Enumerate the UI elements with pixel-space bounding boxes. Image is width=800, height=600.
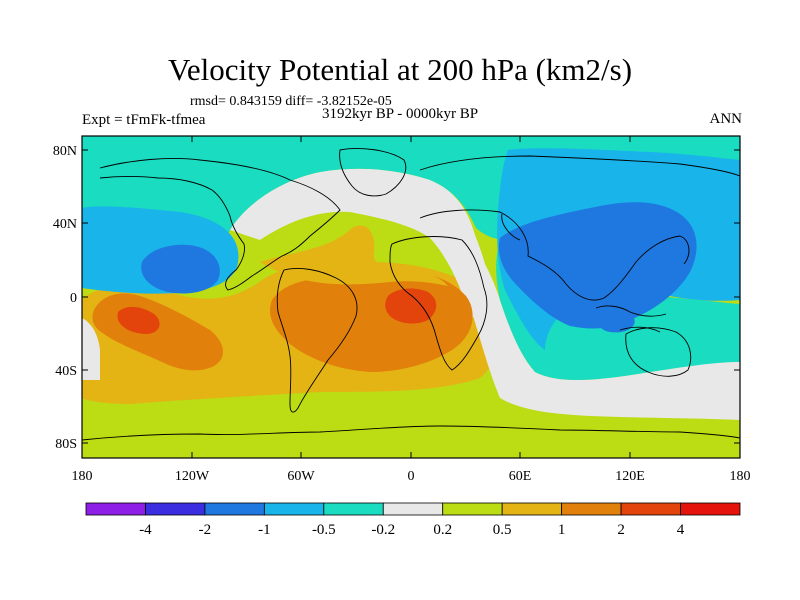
lat-label-40s: 40S bbox=[55, 364, 77, 379]
lon-label-180w: 180 bbox=[72, 469, 93, 484]
contour-blue-spot bbox=[597, 308, 635, 333]
colorbar-label: -0.5 bbox=[312, 522, 336, 538]
lat-label-40n: 40N bbox=[53, 217, 77, 232]
lon-label-120w: 120W bbox=[175, 469, 210, 484]
colorbar-box bbox=[442, 502, 503, 516]
colorbar-box bbox=[85, 502, 146, 516]
contour-gray-diagonal bbox=[446, 232, 740, 420]
colorbar-box bbox=[263, 502, 325, 516]
colorbar bbox=[85, 502, 741, 516]
lon-label-0: 0 bbox=[408, 469, 415, 484]
stats-label: rmsd= 0.843159 diff= -3.82152e-05 bbox=[190, 94, 392, 109]
colorbar-box bbox=[561, 502, 622, 516]
colorbar-label: -2 bbox=[199, 522, 212, 538]
coastline-africa bbox=[389, 236, 488, 371]
coastline-australia bbox=[625, 327, 692, 377]
colorbar-box bbox=[501, 502, 563, 516]
colorbar-label: -1 bbox=[258, 522, 271, 538]
colorbar-box bbox=[204, 502, 265, 516]
contour-blue-pacific bbox=[141, 244, 220, 294]
contour-field bbox=[82, 136, 740, 458]
experiment-label: Expt = tFmFk-tfmea bbox=[82, 112, 206, 128]
season-label: ANN bbox=[709, 111, 743, 127]
colorbar-label: 1 bbox=[558, 522, 566, 538]
colorbar-box bbox=[323, 502, 384, 516]
plot-title: Velocity Potential at 200 hPa (km2/s) bbox=[167, 52, 633, 87]
colorbar-box bbox=[620, 502, 681, 516]
colorbar-labels: -4 -2 -1 -0.5 -0.2 0.2 0.5 1 2 4 bbox=[139, 522, 685, 538]
coastline-maritime bbox=[595, 305, 667, 333]
coastline-north-america bbox=[99, 157, 341, 291]
contour-gray-west bbox=[82, 318, 100, 380]
coastlines bbox=[82, 148, 740, 441]
lat-label-80s: 80S bbox=[55, 437, 77, 452]
lon-label-120e: 120E bbox=[615, 469, 645, 484]
lon-label-180e: 180 bbox=[730, 469, 751, 484]
colorbar-label: -0.2 bbox=[371, 522, 395, 538]
colorbar-label: -4 bbox=[139, 522, 152, 538]
lat-label-0: 0 bbox=[70, 291, 77, 306]
contour-red-atlantic bbox=[385, 288, 437, 324]
colorbar-label: 4 bbox=[677, 522, 685, 538]
lon-label-60e: 60E bbox=[509, 469, 532, 484]
colorbar-box bbox=[145, 502, 206, 516]
colorbar-box bbox=[382, 502, 444, 516]
coastline-antarctica bbox=[82, 425, 740, 441]
lat-label-80n: 80N bbox=[53, 144, 77, 159]
lon-tick-marks bbox=[81, 136, 741, 458]
colorbar-label: 0.2 bbox=[433, 522, 452, 538]
colorbar-label: 2 bbox=[617, 522, 625, 538]
period-label: 3192kyr BP - 0000kyr BP bbox=[322, 106, 479, 122]
contour-orange-north bbox=[260, 225, 448, 286]
lon-label-60w: 60W bbox=[287, 469, 315, 484]
lat-labels: 80N 40N 0 40S 80S bbox=[53, 144, 77, 452]
lon-labels: 180 120W 60W 0 60E 120E 180 bbox=[72, 469, 751, 484]
colorbar-label: 0.5 bbox=[493, 522, 512, 538]
contour-gray-north bbox=[230, 168, 496, 318]
contour-blue-asia bbox=[498, 202, 697, 329]
coastline-greenland bbox=[339, 148, 407, 197]
contour-red-pacific bbox=[117, 306, 160, 334]
lat-tick-marks bbox=[82, 149, 740, 444]
coastline-eurasia bbox=[419, 155, 740, 301]
coastline-south-america bbox=[276, 267, 358, 413]
colorbar-box bbox=[680, 502, 741, 516]
